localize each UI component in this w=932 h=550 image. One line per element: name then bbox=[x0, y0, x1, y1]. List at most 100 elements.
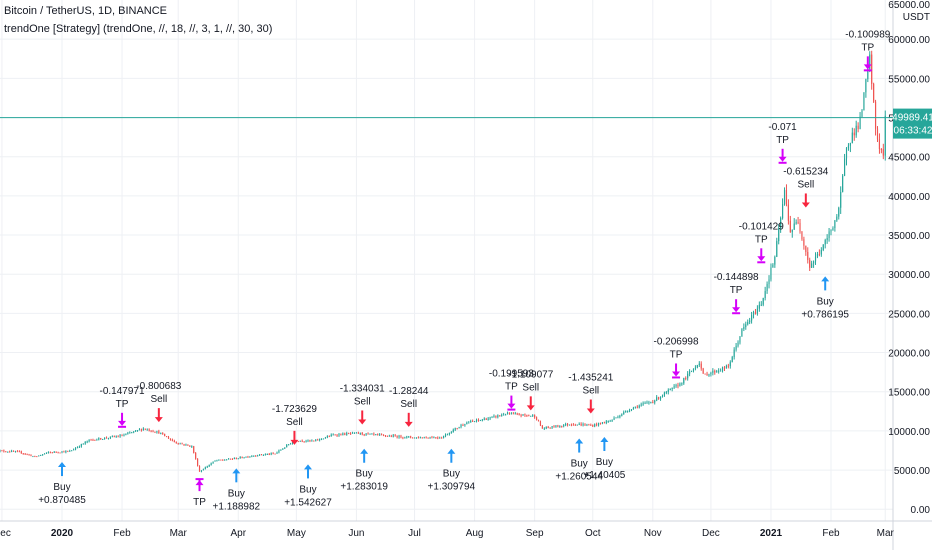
candle-body bbox=[690, 370, 693, 372]
candle-body bbox=[49, 452, 51, 454]
candle-body bbox=[355, 432, 358, 434]
candle-body bbox=[76, 447, 79, 449]
candle-body bbox=[80, 444, 82, 447]
candle-body bbox=[144, 428, 146, 430]
buy-label: Buy bbox=[571, 459, 588, 470]
buy-arrow-head bbox=[360, 448, 369, 454]
candle-body bbox=[720, 370, 722, 372]
candle-body bbox=[320, 438, 323, 440]
candle-body bbox=[526, 415, 528, 417]
x-tick-label: Jul bbox=[408, 528, 421, 539]
tp-label: TP bbox=[861, 42, 874, 53]
candle-body bbox=[551, 426, 553, 428]
candle-body bbox=[437, 437, 439, 439]
candle-body bbox=[14, 451, 17, 453]
candle-body bbox=[45, 452, 48, 454]
x-tick-label: 2021 bbox=[760, 528, 783, 539]
candle-body bbox=[24, 453, 26, 455]
candle-body bbox=[712, 370, 714, 373]
candle-body bbox=[381, 434, 383, 436]
candle-body bbox=[392, 435, 394, 437]
candle-body bbox=[247, 456, 249, 458]
sell-profit-label: -1.334031 bbox=[340, 383, 385, 394]
buy-arrow-head bbox=[303, 464, 312, 470]
candle-body bbox=[512, 413, 514, 415]
candle-body bbox=[204, 467, 206, 470]
candle-body bbox=[26, 454, 28, 456]
candle-body bbox=[280, 449, 282, 451]
last-price-badge bbox=[893, 108, 932, 139]
indicator-legend[interactable]: trendOne [Strategy] (trendOne, //, 18, /… bbox=[4, 23, 273, 35]
candle-body bbox=[845, 148, 848, 159]
candle-body bbox=[231, 458, 234, 460]
candle-body bbox=[541, 425, 543, 429]
candle-body bbox=[84, 441, 86, 444]
bar-countdown-label: 06:33:42 bbox=[894, 126, 932, 137]
candle-body bbox=[460, 425, 462, 427]
candle-body bbox=[739, 336, 741, 343]
buy-profit-label: +1.309794 bbox=[428, 482, 476, 493]
candle-body bbox=[303, 441, 305, 443]
buy-label: Buy bbox=[596, 457, 613, 468]
x-tick-label: Sep bbox=[526, 528, 544, 539]
candle-body bbox=[555, 425, 557, 428]
candle-body bbox=[53, 451, 55, 453]
candle-body bbox=[683, 377, 685, 384]
candle-body bbox=[681, 383, 683, 385]
candle-body bbox=[429, 437, 431, 439]
candle-body bbox=[443, 436, 445, 438]
candle-body bbox=[241, 457, 243, 459]
candle-body bbox=[520, 415, 522, 417]
y-tick-label: 5000.00 bbox=[894, 466, 931, 477]
y-tick-label: 0.00 bbox=[911, 505, 931, 516]
candle-body bbox=[156, 431, 158, 433]
candle-body bbox=[257, 455, 259, 457]
candle-body bbox=[441, 437, 443, 439]
candle-body bbox=[704, 373, 706, 375]
candle-body bbox=[427, 437, 429, 439]
candle-body bbox=[264, 454, 266, 456]
candle-body bbox=[838, 207, 840, 217]
candle-body bbox=[200, 470, 203, 472]
candle-body bbox=[251, 456, 253, 458]
candle-body bbox=[423, 437, 425, 439]
y-tick-label: 25000.00 bbox=[888, 309, 930, 320]
candle-body bbox=[658, 397, 660, 399]
candle-body bbox=[874, 101, 877, 129]
x-tick-label: Mar bbox=[170, 528, 188, 539]
candle-body bbox=[648, 402, 650, 404]
candle-body bbox=[630, 409, 633, 411]
candle-body bbox=[780, 218, 782, 229]
candle-body bbox=[299, 440, 301, 442]
candle-body bbox=[642, 403, 644, 405]
candle-body bbox=[69, 450, 71, 452]
tp-arrow-head bbox=[757, 256, 766, 262]
candle-body bbox=[594, 424, 596, 427]
sell-arrow-head bbox=[586, 408, 595, 414]
candle-body bbox=[725, 365, 727, 369]
tp-label: TP bbox=[193, 497, 206, 508]
candle-body bbox=[882, 149, 884, 156]
candle-body bbox=[129, 432, 131, 434]
tp-label: TP bbox=[755, 234, 768, 245]
buy-profit-label: +0.870485 bbox=[38, 495, 86, 506]
candle-body bbox=[12, 450, 15, 452]
candle-body bbox=[479, 420, 481, 422]
candle-body bbox=[330, 434, 332, 437]
candle-body bbox=[408, 436, 410, 438]
candle-body bbox=[727, 365, 729, 367]
symbol-title[interactable]: Bitcoin / TetherUS, 1D, BINANCE bbox=[4, 5, 168, 17]
candle-body bbox=[493, 415, 495, 417]
candle-body bbox=[415, 437, 418, 439]
candle-body bbox=[861, 110, 863, 117]
candle-body bbox=[307, 440, 309, 442]
tp-label: TP bbox=[670, 349, 683, 360]
candle-body bbox=[466, 422, 468, 425]
tp-label: TP bbox=[776, 135, 789, 146]
candle-body bbox=[869, 54, 871, 69]
candle-body bbox=[756, 308, 758, 314]
candle-body bbox=[160, 433, 162, 435]
candle-body bbox=[731, 357, 733, 363]
candle-body bbox=[373, 433, 375, 435]
